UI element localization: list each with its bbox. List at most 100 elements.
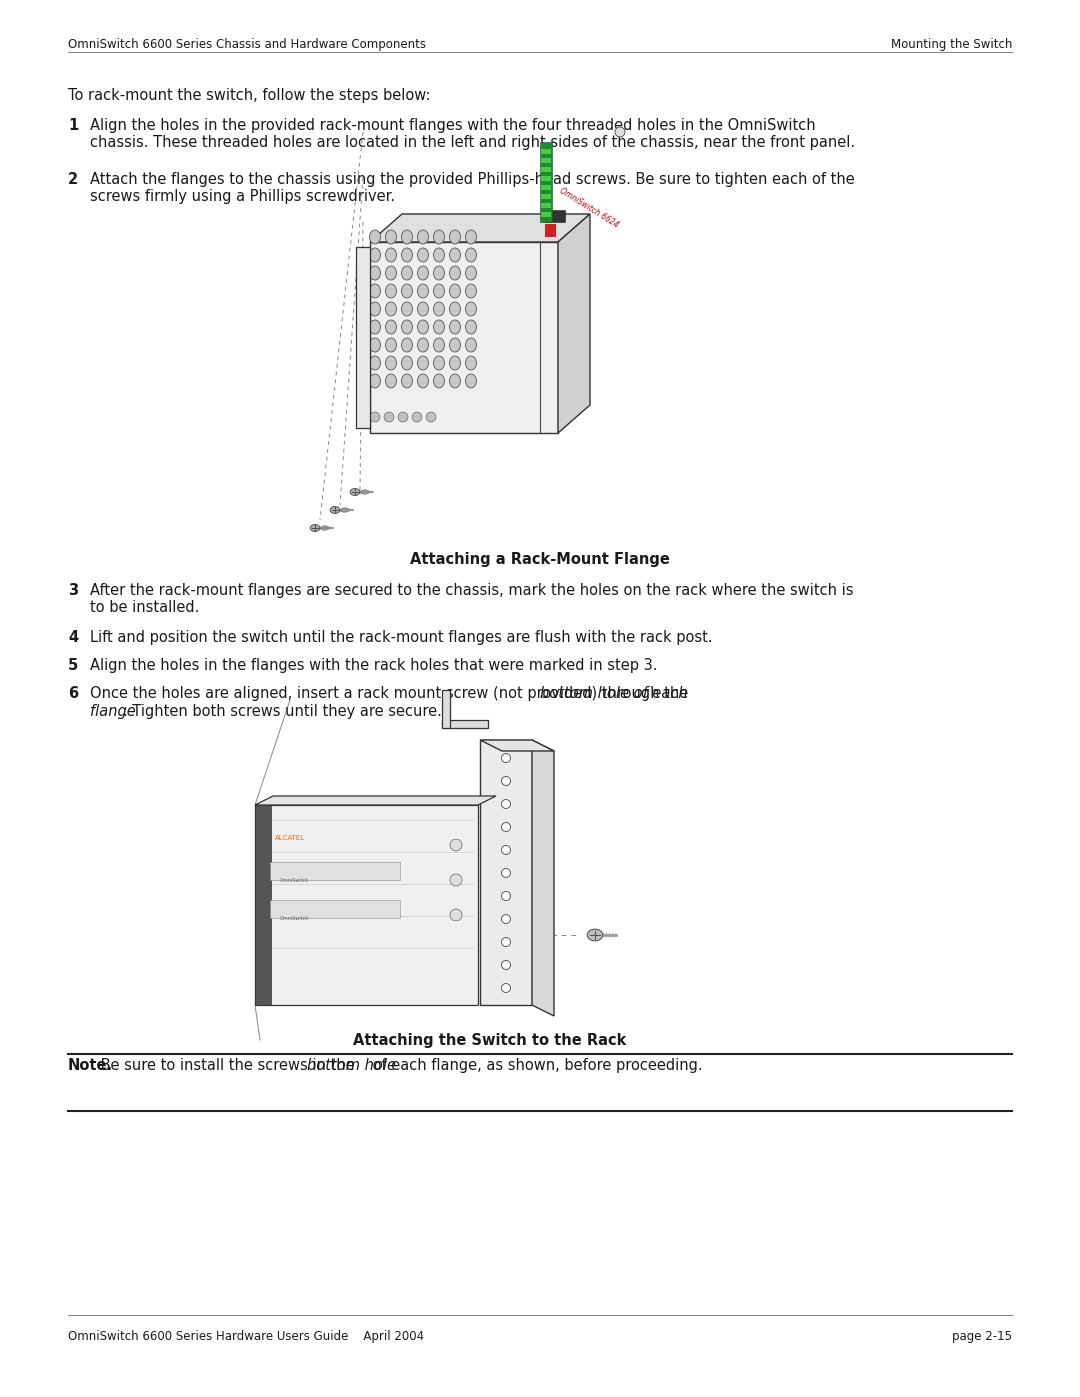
Bar [270,900,400,918]
Ellipse shape [465,356,476,370]
Polygon shape [370,214,590,242]
Bar [541,194,551,198]
Ellipse shape [465,265,476,279]
Ellipse shape [369,320,380,334]
Circle shape [450,840,462,851]
Ellipse shape [465,231,476,244]
Ellipse shape [433,302,445,316]
Circle shape [384,412,394,422]
Text: Note.: Note. [68,1058,113,1073]
Ellipse shape [402,374,413,388]
Ellipse shape [369,374,380,388]
Text: 6: 6 [68,686,78,701]
Bar [541,176,551,182]
Polygon shape [545,224,556,237]
Text: OmniSwitch 6600 Series Hardware Users Guide    April 2004: OmniSwitch 6600 Series Hardware Users Gu… [68,1330,424,1343]
Ellipse shape [350,489,360,496]
Ellipse shape [330,507,340,514]
Ellipse shape [369,265,380,279]
Circle shape [501,845,511,855]
Circle shape [501,753,511,763]
Circle shape [426,412,436,422]
Ellipse shape [321,525,329,529]
Ellipse shape [386,356,396,370]
Ellipse shape [386,265,396,279]
Polygon shape [532,740,554,1016]
Text: bottom hole: bottom hole [307,1058,395,1073]
Ellipse shape [418,338,429,352]
Bar [540,142,552,222]
Polygon shape [442,690,450,728]
Ellipse shape [418,302,429,316]
Ellipse shape [449,231,460,244]
Ellipse shape [310,524,320,531]
Ellipse shape [449,284,460,298]
Ellipse shape [418,320,429,334]
Text: OmniSwitch: OmniSwitch [280,877,309,883]
Circle shape [399,412,408,422]
Ellipse shape [386,231,396,244]
Ellipse shape [449,356,460,370]
Text: page 2-15: page 2-15 [951,1330,1012,1343]
Ellipse shape [386,320,396,334]
Bar [255,805,271,1004]
Circle shape [501,937,511,947]
Polygon shape [480,740,532,1004]
Text: Be sure to install the screws in the: Be sure to install the screws in the [96,1058,359,1073]
Text: . Tighten both screws until they are secure.: . Tighten both screws until they are sec… [123,704,442,719]
Ellipse shape [402,284,413,298]
Circle shape [501,891,511,901]
Bar [541,158,551,163]
Text: After the rack-mount flanges are secured to the chassis, mark the holes on the r: After the rack-mount flanges are secured… [90,583,853,616]
Text: Attaching the Switch to the Rack: Attaching the Switch to the Rack [353,1032,626,1048]
Circle shape [501,799,511,809]
Bar [541,203,551,208]
Polygon shape [356,247,370,427]
Text: Attaching a Rack-Mount Flange: Attaching a Rack-Mount Flange [410,552,670,567]
Ellipse shape [369,302,380,316]
Ellipse shape [465,249,476,263]
Polygon shape [370,242,558,433]
Ellipse shape [402,356,413,370]
Ellipse shape [465,302,476,316]
Text: Attach the flanges to the chassis using the provided Phillips-head screws. Be su: Attach the flanges to the chassis using … [90,172,854,204]
Text: 4: 4 [68,630,78,645]
Polygon shape [558,214,590,433]
Ellipse shape [433,320,445,334]
Text: Align the holes in the flanges with the rack holes that were marked in step 3.: Align the holes in the flanges with the … [90,658,658,673]
Ellipse shape [449,374,460,388]
Text: 1: 1 [68,117,78,133]
Text: OmniSwitch 6624: OmniSwitch 6624 [558,187,620,231]
Ellipse shape [369,338,380,352]
Circle shape [501,961,511,970]
Ellipse shape [418,249,429,263]
Ellipse shape [369,249,380,263]
Circle shape [450,909,462,921]
Polygon shape [480,740,554,752]
Ellipse shape [433,249,445,263]
Ellipse shape [449,302,460,316]
Ellipse shape [340,509,349,513]
Ellipse shape [449,265,460,279]
Text: ALCATEL: ALCATEL [275,835,306,841]
Ellipse shape [465,338,476,352]
Circle shape [501,823,511,831]
Bar [541,168,551,172]
Text: Lift and position the switch until the rack-mount flanges are flush with the rac: Lift and position the switch until the r… [90,630,713,645]
Text: OmniSwitch 6600 Series Chassis and Hardware Components: OmniSwitch 6600 Series Chassis and Hardw… [68,38,426,52]
Bar [541,184,551,190]
Ellipse shape [433,231,445,244]
Text: Align the holes in the provided rack-mount flanges with the four threaded holes : Align the holes in the provided rack-mou… [90,117,855,151]
Ellipse shape [433,265,445,279]
Circle shape [501,869,511,877]
Circle shape [501,777,511,785]
Ellipse shape [418,284,429,298]
Ellipse shape [449,338,460,352]
Bar [545,210,565,222]
Ellipse shape [361,490,369,495]
Ellipse shape [402,249,413,263]
Bar [541,149,551,154]
Text: Once the holes are aligned, insert a rack mount screw (not provided) through the: Once the holes are aligned, insert a rac… [90,686,693,701]
Circle shape [615,127,625,137]
Circle shape [501,983,511,992]
